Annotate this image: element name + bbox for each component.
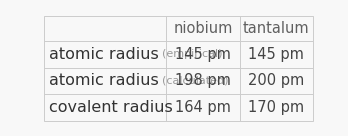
Text: tantalum: tantalum xyxy=(243,21,310,36)
Text: atomic radius: atomic radius xyxy=(49,47,159,62)
Text: 145 pm: 145 pm xyxy=(248,47,304,62)
Text: (calculated): (calculated) xyxy=(162,76,228,86)
Text: 145 pm: 145 pm xyxy=(175,47,231,62)
Text: 198 pm: 198 pm xyxy=(175,73,231,89)
Text: (empirical): (empirical) xyxy=(162,49,222,59)
Text: niobium: niobium xyxy=(173,21,232,36)
Text: 200 pm: 200 pm xyxy=(248,73,304,89)
Text: covalent radius: covalent radius xyxy=(49,100,173,115)
Text: 170 pm: 170 pm xyxy=(248,100,304,115)
Text: 164 pm: 164 pm xyxy=(175,100,231,115)
Text: atomic radius: atomic radius xyxy=(49,73,159,89)
